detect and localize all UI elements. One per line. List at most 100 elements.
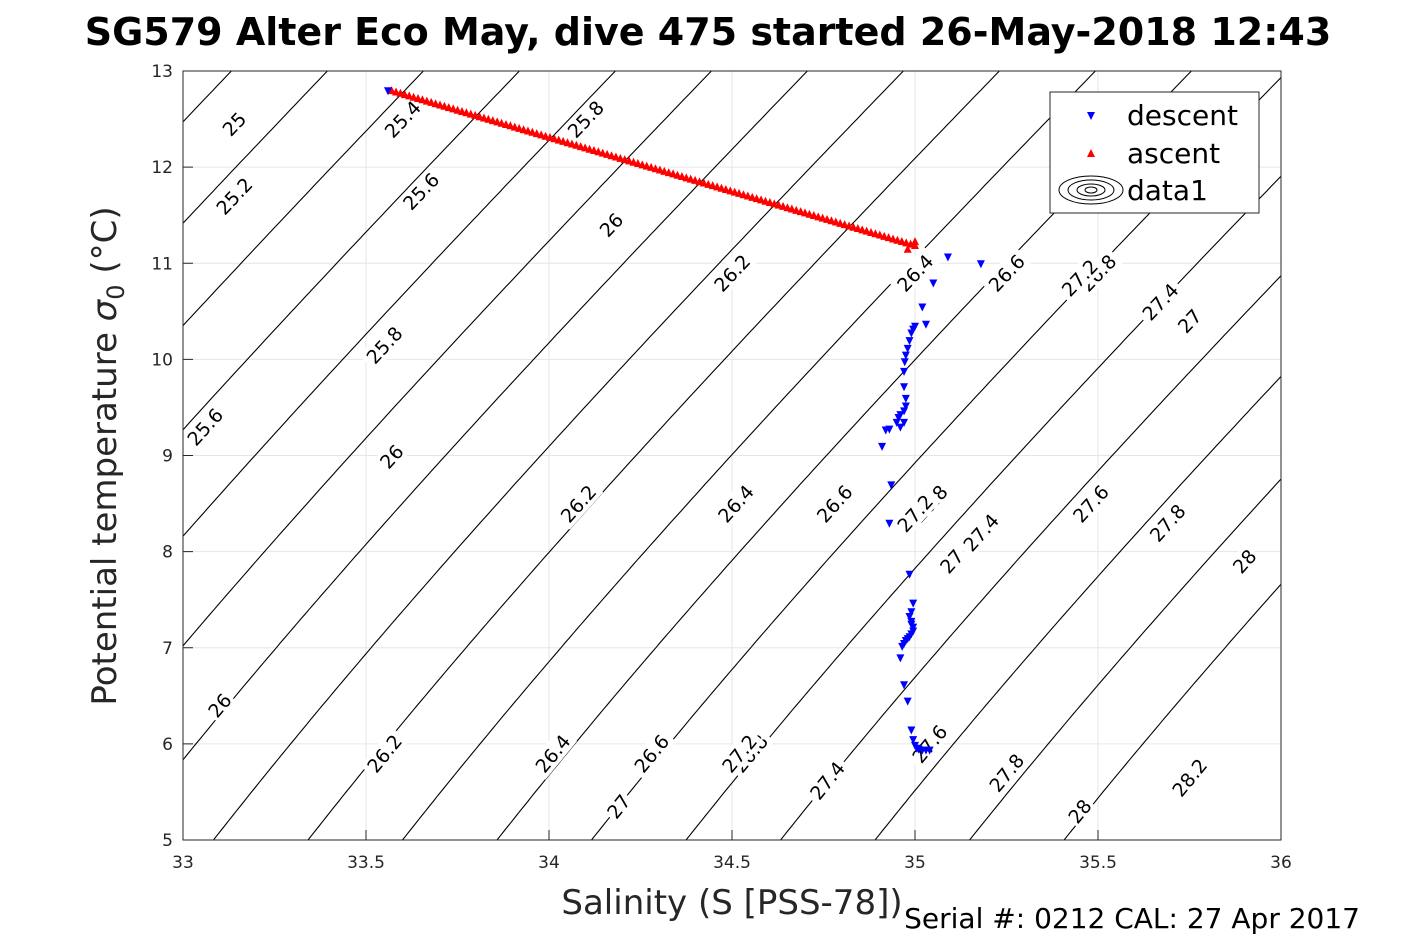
x-axis-ticks: 33 33.5 34 34.5 35 35.5 36 (172, 830, 1292, 873)
ascent-point (664, 168, 673, 177)
contour-label-bg (809, 477, 860, 530)
ascent-point (739, 190, 748, 199)
ascent-point (537, 130, 546, 139)
ascent-point (765, 198, 774, 207)
ascent-point (449, 104, 458, 113)
descent-point (901, 402, 910, 411)
contour-label-bg (209, 170, 260, 222)
y-tick-label: 13 (151, 62, 173, 82)
descent-point (976, 260, 985, 269)
contour-label-bg (1062, 793, 1098, 830)
contour-label-bg (1171, 303, 1208, 339)
descent-point (885, 519, 894, 528)
ascent-point (501, 119, 510, 128)
contour-label-bg (905, 717, 955, 771)
descent-point (918, 303, 927, 312)
contour-label-bg (395, 165, 447, 217)
ascent-point (497, 118, 506, 127)
ascent-point (840, 220, 849, 229)
ascent-point (563, 138, 572, 147)
ascent-point (862, 226, 871, 235)
x-tick-label: 34.5 (713, 853, 751, 873)
ascent-point (906, 239, 915, 248)
ascent-point (752, 194, 761, 203)
descent-point (892, 418, 901, 427)
descent-point (383, 87, 392, 96)
descent-point (900, 358, 909, 367)
contour-line (183, 71, 425, 327)
contour-label-bg (889, 247, 941, 299)
y-axis-ticks: 5 6 7 8 9 10 11 12 13 (151, 62, 193, 851)
ascent-point (708, 181, 717, 190)
ascent-point (845, 221, 854, 230)
ascent-point (897, 237, 906, 246)
contour-label-bg (982, 746, 1031, 799)
ascent-point (660, 166, 669, 175)
y-tick-label: 11 (151, 254, 173, 274)
contour-label-bg (1165, 751, 1214, 804)
ascent-point (392, 87, 401, 96)
ascent-point (453, 105, 462, 114)
ascent-point (515, 123, 524, 132)
descent-point (900, 418, 909, 427)
ascent-point (440, 101, 449, 110)
ascent-point (686, 174, 695, 183)
descent-point (909, 736, 918, 745)
ascent-point (655, 165, 664, 174)
legend-ascent-marker (1087, 149, 1095, 157)
legend-descent-marker (1087, 112, 1095, 120)
ascent-point (400, 90, 409, 99)
contour-label-bg (1135, 275, 1186, 328)
ascent-point (880, 231, 889, 240)
ascent-point (792, 205, 801, 214)
ascent-point (726, 186, 735, 195)
ascent-point (823, 214, 832, 223)
ascent-point (748, 192, 757, 201)
ascent-point (418, 95, 427, 104)
ascent-point (431, 99, 440, 108)
ascent-point (770, 199, 779, 208)
descent-point (894, 414, 903, 423)
ascent-point (730, 187, 739, 196)
legend-data1-label: data1 (1127, 174, 1208, 207)
ascent-point (677, 172, 686, 181)
ascent-point (858, 225, 867, 234)
contour-label-bg (890, 487, 940, 540)
ascent-point (903, 244, 912, 253)
ascent-point (510, 122, 519, 131)
ascent-point (743, 191, 752, 200)
ascent-point (796, 207, 805, 216)
ascent-point (633, 159, 642, 168)
ascent-point (405, 91, 414, 100)
ascent-point (814, 212, 823, 221)
contour-line (183, 71, 329, 225)
ascent-point (475, 112, 484, 121)
contour-label-bg (956, 506, 1006, 559)
ascent-point (567, 139, 576, 148)
y-tick-label: 5 (162, 831, 173, 851)
y-tick-label: 6 (162, 735, 173, 755)
ascent-point (625, 156, 634, 165)
ascent-point (673, 170, 682, 179)
ascent-point (836, 218, 845, 227)
ascent-point (849, 222, 858, 231)
ascent-point (559, 136, 568, 145)
descent-point (881, 426, 890, 435)
ascent-point (603, 149, 612, 158)
x-axis-label: Salinity (S [PSS-78]) (561, 883, 902, 923)
ascent-point (911, 237, 919, 246)
ascent-series (387, 86, 919, 253)
ascent-point (409, 92, 418, 101)
ascent-point (427, 97, 436, 106)
ascent-point (805, 209, 814, 218)
ascent-point (554, 135, 563, 144)
ascent-point (779, 201, 788, 210)
contour-line (401, 71, 1097, 840)
y-tick-label: 8 (162, 543, 173, 563)
x-tick-label: 35 (904, 853, 926, 873)
ascent-point (594, 147, 603, 156)
descent-point (929, 279, 938, 288)
contour-label-bg (202, 687, 238, 724)
descent-point (907, 726, 916, 735)
